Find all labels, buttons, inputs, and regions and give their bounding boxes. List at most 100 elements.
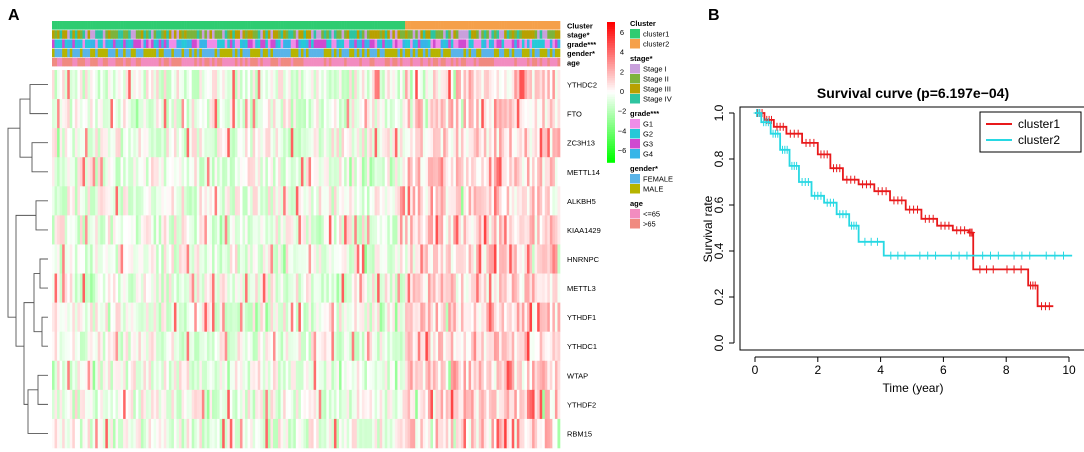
heatmap-cell: [232, 302, 236, 332]
annotation-cell: [265, 48, 269, 58]
heatmap-cell: [318, 70, 322, 100]
heatmap-cell: [443, 418, 446, 449]
heatmap-cell: [369, 157, 373, 187]
annotation-cell: [524, 30, 528, 39]
annotation-cell: [112, 39, 116, 48]
heatmap-cell: [227, 215, 231, 245]
heatmap-cell: [514, 128, 518, 158]
legend-title: stage*: [630, 54, 653, 63]
annotation-cell: [158, 30, 162, 39]
heatmap-cell: [237, 70, 241, 100]
heatmap-cell: [158, 302, 162, 332]
heatmap-cell: [455, 302, 459, 332]
heatmap-cell: [278, 157, 281, 187]
heatmap-cell: [323, 418, 327, 449]
heatmap-cell: [212, 418, 215, 449]
heatmap-cell: [123, 360, 126, 391]
annotation-cell: [417, 21, 421, 30]
annotation-cell: [557, 21, 561, 30]
heatmap-cell: [128, 70, 132, 100]
heatmap-cell: [143, 418, 147, 449]
annotation-cell: [64, 30, 68, 39]
annotation-cell: [118, 48, 121, 58]
heatmap-cell: [206, 331, 210, 362]
annotation-cell: [326, 57, 330, 67]
heatmap-cell: [265, 273, 269, 303]
heatmap-cell: [295, 418, 299, 449]
heatmap-cell: [481, 215, 485, 245]
heatmap-cell: [333, 70, 337, 100]
heatmap-cell: [52, 273, 55, 303]
annotation-cell: [311, 57, 314, 67]
annotation-cell: [196, 39, 200, 48]
heatmap-cell: [420, 302, 424, 332]
heatmap-cell: [224, 273, 228, 303]
heatmap-cell: [534, 331, 538, 362]
heatmap-cell: [443, 70, 446, 100]
heatmap-cell: [105, 186, 109, 216]
heatmap-cell: [191, 273, 195, 303]
heatmap-cell: [270, 360, 274, 391]
heatmap-cell: [74, 244, 78, 274]
annotation-cell: [420, 57, 424, 67]
heatmap-cell: [67, 128, 71, 158]
heatmap-cell: [532, 215, 535, 245]
annotation-cell: [308, 30, 312, 39]
annotation-cell: [542, 48, 546, 58]
annotation-cell: [524, 57, 528, 67]
annotation-cell: [239, 39, 243, 48]
heatmap-cell: [308, 389, 312, 420]
heatmap-cell: [186, 128, 190, 158]
heatmap-cell: [118, 70, 121, 100]
annotation-cell: [100, 21, 104, 30]
y-tick-label: 0.2: [712, 288, 726, 305]
heatmap-cell: [140, 418, 144, 449]
heatmap-cell: [156, 186, 159, 216]
heatmap-cell: [173, 302, 177, 332]
heatmap-cell: [260, 244, 264, 274]
annotation-cell: [468, 39, 472, 48]
heatmap-cell: [163, 418, 167, 449]
dendrogram-branch: [31, 142, 48, 173]
heatmap-cell: [463, 128, 467, 158]
annotation-cell: [234, 57, 238, 67]
heatmap-cell: [245, 331, 248, 362]
heatmap-cell: [356, 215, 360, 245]
annotation-cell: [130, 21, 134, 30]
annotation-cell: [173, 48, 177, 58]
heatmap-cell: [318, 128, 322, 158]
heatmap-cell: [554, 128, 558, 158]
heatmap-cell: [232, 389, 236, 420]
heatmap-cell: [224, 418, 228, 449]
heatmap-cell: [265, 215, 269, 245]
heatmap-cell: [349, 157, 353, 187]
heatmap-cell: [316, 215, 319, 245]
heatmap-cell: [196, 273, 200, 303]
heatmap-cell: [158, 244, 162, 274]
heatmap-cell: [59, 215, 63, 245]
heatmap-cell: [389, 273, 393, 303]
heatmap-cell: [288, 186, 292, 216]
annotation-cell: [422, 57, 426, 67]
heatmap-cell: [394, 186, 398, 216]
annotation-tracks: [52, 21, 561, 67]
heatmap-cell: [186, 157, 190, 187]
heatmap-cell: [133, 215, 137, 245]
heatmap-cell: [547, 389, 551, 420]
heatmap-cell: [168, 99, 172, 129]
heatmap-cell: [372, 215, 375, 245]
heatmap-cell: [443, 186, 446, 216]
annotation-cell: [491, 39, 495, 48]
heatmap-cell: [448, 389, 452, 420]
colorbar-step: [607, 54, 615, 58]
legend-item-label: G4: [643, 150, 653, 159]
heatmap-cell: [97, 128, 101, 158]
heatmap-cell: [369, 186, 373, 216]
heatmap-cell: [85, 244, 88, 274]
heatmap-cell: [384, 70, 388, 100]
heatmap-cell: [316, 302, 319, 332]
heatmap-cell: [420, 215, 424, 245]
heatmap-cell: [189, 157, 192, 187]
annotation-cell: [326, 30, 330, 39]
heatmap-cell: [234, 331, 238, 362]
